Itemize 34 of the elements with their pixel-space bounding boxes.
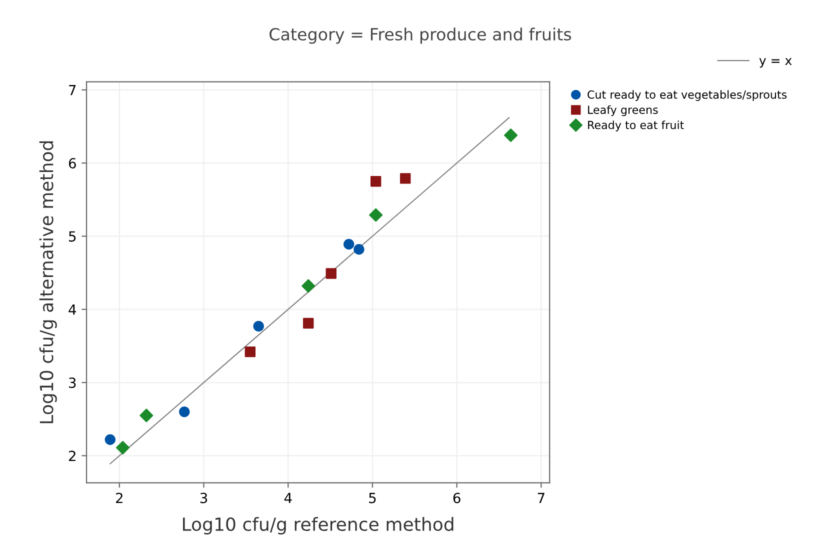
point bbox=[344, 238, 354, 250]
point bbox=[370, 176, 382, 187]
x-tick-label: 5 bbox=[369, 492, 376, 504]
point bbox=[179, 406, 190, 418]
point bbox=[253, 320, 264, 332]
chart-title: Category = Fresh produce and fruits bbox=[270, 28, 572, 44]
point bbox=[244, 346, 256, 358]
x-tick-label: 6 bbox=[453, 492, 460, 504]
x-tick-label: 7 bbox=[538, 492, 544, 504]
point bbox=[140, 408, 154, 422]
y-tick-label: 2 bbox=[68, 450, 76, 461]
y-tick-label: 7 bbox=[69, 85, 76, 96]
x-axis-title: Log10 cfu/g reference method bbox=[183, 517, 454, 535]
point bbox=[369, 208, 383, 222]
legend-label: y = x bbox=[759, 58, 792, 68]
legend-label: Leafy greens bbox=[588, 105, 658, 116]
point bbox=[354, 244, 364, 255]
point bbox=[400, 173, 411, 184]
y-tick-label: 5 bbox=[69, 231, 76, 242]
legend-label: Cut ready to eat vegetables/sprouts bbox=[588, 90, 787, 101]
point bbox=[326, 268, 336, 279]
y-tick-label: 3 bbox=[69, 378, 76, 388]
point bbox=[104, 434, 116, 445]
x-tick-label: 4 bbox=[284, 492, 292, 504]
y-axis-title: Log10 cfu/g alternative method bbox=[39, 141, 57, 424]
y-tick-label: 6 bbox=[68, 158, 76, 169]
y-tick-label: 4 bbox=[68, 304, 76, 315]
point bbox=[504, 128, 518, 142]
x-tick-label: 2 bbox=[116, 492, 122, 504]
x-tick-label: 3 bbox=[200, 492, 208, 504]
point bbox=[116, 440, 130, 454]
legend-label: Ready to eat fruit bbox=[588, 120, 684, 132]
point bbox=[303, 318, 314, 329]
point bbox=[302, 279, 316, 293]
